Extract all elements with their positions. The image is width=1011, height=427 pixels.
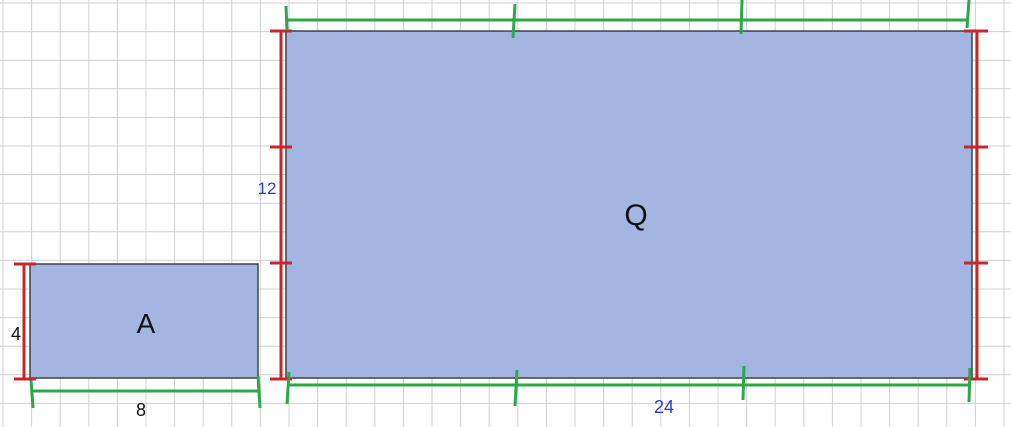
- rect-q-width-label: 24: [654, 397, 674, 417]
- rect-q-height-label: 12: [258, 179, 277, 198]
- rect-a-width-label: 8: [136, 400, 146, 420]
- rect-a-width-marker: [29, 375, 262, 409]
- rect-q-bottom-width-marker: [285, 365, 972, 407]
- rect-a-height-label: 4: [11, 324, 21, 344]
- rect-q-right-height-marker: [964, 29, 988, 381]
- rect-q-name-label: Q: [624, 199, 647, 232]
- rect-q-left-height-marker: [270, 29, 292, 381]
- rect-q-top-width-marker: [284, 0, 971, 39]
- rect-a-name-label: A: [137, 308, 156, 339]
- rectangle-q: [285, 30, 973, 379]
- rect-a-height-marker: [14, 262, 36, 381]
- rectangle-a: [29, 263, 259, 379]
